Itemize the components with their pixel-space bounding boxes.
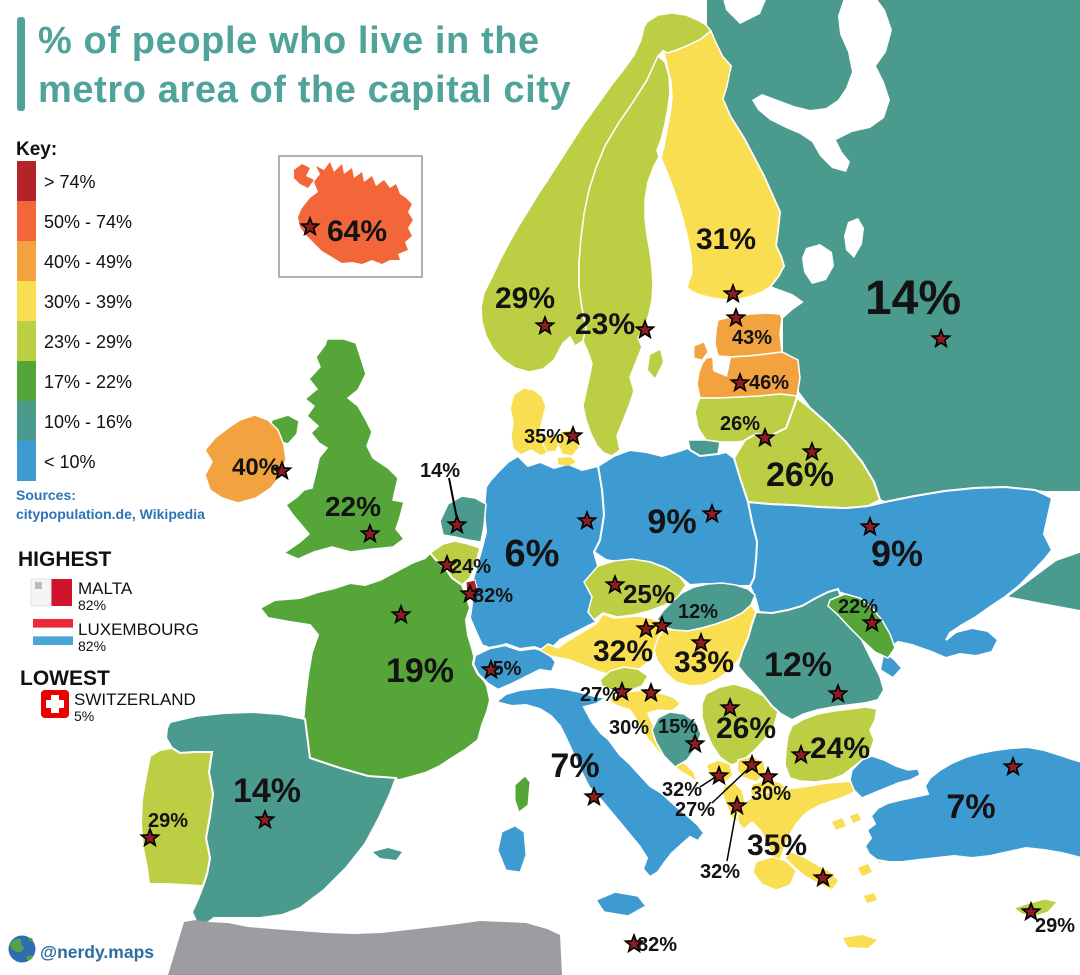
svg-text:32%: 32% xyxy=(700,861,740,883)
svg-text:82%: 82% xyxy=(78,597,106,613)
svg-text:32%: 32% xyxy=(662,779,702,801)
svg-text:MALTA: MALTA xyxy=(78,579,133,598)
svg-text:LOWEST: LOWEST xyxy=(20,667,110,690)
svg-text:7%: 7% xyxy=(946,788,995,826)
svg-text:SWITZERLAND: SWITZERLAND xyxy=(74,690,196,709)
svg-text:43%: 43% xyxy=(732,327,772,349)
svg-text:40% - 49%: 40% - 49% xyxy=(44,252,132,272)
svg-text:64%: 64% xyxy=(327,215,387,248)
svg-text:15%: 15% xyxy=(658,716,698,738)
svg-text:6%: 6% xyxy=(505,533,560,575)
svg-text:33%: 33% xyxy=(674,646,734,679)
svg-text:14%: 14% xyxy=(233,772,301,810)
svg-text:HIGHEST: HIGHEST xyxy=(18,548,112,571)
svg-text:17% - 22%: 17% - 22% xyxy=(44,372,132,392)
svg-text:19%: 19% xyxy=(386,652,454,690)
svg-text:10% - 16%: 10% - 16% xyxy=(44,412,132,432)
svg-text:82%: 82% xyxy=(473,585,513,607)
svg-text:29%: 29% xyxy=(1035,915,1075,937)
svg-text:27%: 27% xyxy=(580,684,620,706)
svg-text:24%: 24% xyxy=(451,556,491,578)
svg-text:30%: 30% xyxy=(609,717,649,739)
svg-text:22%: 22% xyxy=(838,596,878,618)
svg-text:50% - 74%: 50% - 74% xyxy=(44,212,132,232)
svg-text:26%: 26% xyxy=(766,456,834,494)
svg-text:12%: 12% xyxy=(678,601,718,623)
svg-text:40%: 40% xyxy=(232,454,280,481)
svg-text:29%: 29% xyxy=(148,810,188,832)
svg-text:% of people who live in the: % of people who live in the xyxy=(38,20,540,62)
svg-text:14%: 14% xyxy=(865,272,961,325)
svg-text:30%: 30% xyxy=(751,783,791,805)
svg-text:< 10%: < 10% xyxy=(44,452,96,472)
svg-text:22%: 22% xyxy=(325,491,381,522)
svg-text:LUXEMBOURG: LUXEMBOURG xyxy=(78,620,199,639)
svg-text:82%: 82% xyxy=(637,934,677,956)
svg-text:32%: 32% xyxy=(593,635,653,668)
svg-text:14%: 14% xyxy=(420,460,460,482)
svg-text:26%: 26% xyxy=(716,712,776,745)
svg-text:7%: 7% xyxy=(550,747,599,785)
svg-text:35%: 35% xyxy=(524,426,564,448)
svg-text:46%: 46% xyxy=(749,372,789,394)
svg-text:metro area of the capital city: metro area of the capital city xyxy=(38,69,571,111)
svg-text:23%: 23% xyxy=(575,308,635,341)
svg-text:> 74%: > 74% xyxy=(44,172,96,192)
svg-text:82%: 82% xyxy=(78,638,106,654)
svg-text:31%: 31% xyxy=(696,223,756,256)
svg-text:5%: 5% xyxy=(74,708,94,724)
svg-text:35%: 35% xyxy=(747,829,807,862)
svg-text:30% - 39%: 30% - 39% xyxy=(44,292,132,312)
svg-text:29%: 29% xyxy=(495,282,555,315)
svg-text:27%: 27% xyxy=(675,799,715,821)
svg-text:Key:: Key: xyxy=(16,139,57,160)
svg-text:9%: 9% xyxy=(647,503,696,541)
svg-text:26%: 26% xyxy=(720,413,760,435)
svg-text:25%: 25% xyxy=(623,579,675,609)
svg-text:23% - 29%: 23% - 29% xyxy=(44,332,132,352)
svg-text:@nerdy.maps: @nerdy.maps xyxy=(40,942,154,962)
svg-text:Sources:: Sources: xyxy=(16,487,76,503)
svg-text:24%: 24% xyxy=(810,732,870,765)
svg-text:9%: 9% xyxy=(871,533,923,574)
svg-text:12%: 12% xyxy=(764,646,832,684)
svg-text:5%: 5% xyxy=(493,658,522,680)
svg-text:citypopulation.de, Wikipedia: citypopulation.de, Wikipedia xyxy=(16,506,205,522)
